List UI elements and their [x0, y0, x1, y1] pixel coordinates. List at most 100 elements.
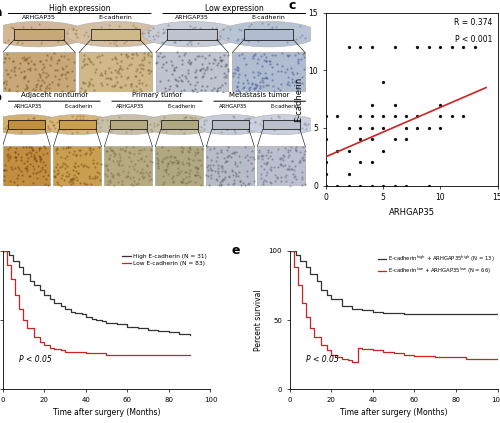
Point: [154, 163, 162, 170]
Point: [205, 52, 213, 59]
Point: [54, 82, 62, 88]
Point: [126, 121, 134, 128]
Point: [165, 26, 173, 33]
Point: [105, 64, 113, 71]
Point: [234, 83, 241, 90]
Point: [111, 54, 119, 60]
Point: [248, 159, 256, 166]
Point: [60, 124, 68, 130]
Point: [232, 170, 240, 177]
Point: [334, 182, 342, 189]
Point: [32, 149, 40, 156]
Point: [8, 125, 16, 132]
Point: [81, 181, 89, 187]
Point: [258, 151, 266, 158]
Point: [168, 159, 176, 166]
Point: [162, 165, 170, 172]
Point: [294, 59, 302, 66]
Point: [144, 173, 152, 179]
Point: [86, 145, 94, 152]
Point: [262, 151, 270, 158]
Point: [162, 125, 170, 132]
Point: [41, 32, 49, 39]
Point: [264, 148, 272, 155]
Point: [292, 78, 300, 85]
Point: [282, 121, 290, 128]
Point: [175, 52, 183, 59]
Point: [278, 155, 285, 162]
Point: [64, 55, 72, 62]
Point: [138, 156, 145, 162]
Point: [290, 173, 298, 180]
Point: [224, 66, 232, 73]
Point: [102, 74, 110, 81]
Point: [34, 30, 42, 37]
Point: [249, 69, 257, 75]
Point: [140, 123, 148, 129]
Point: [258, 75, 266, 82]
Point: [368, 124, 376, 131]
Point: [216, 181, 224, 188]
Point: [74, 170, 82, 177]
Point: [260, 176, 268, 183]
Point: [173, 172, 181, 179]
Point: [234, 78, 242, 85]
Point: [21, 122, 29, 129]
Point: [10, 67, 18, 74]
Point: [234, 67, 241, 74]
Point: [118, 118, 126, 125]
Point: [240, 35, 248, 41]
Point: [174, 169, 182, 176]
Point: [186, 148, 194, 155]
Point: [178, 57, 186, 64]
Point: [264, 35, 272, 41]
Point: [93, 159, 101, 166]
Point: [48, 118, 56, 125]
Point: [86, 57, 94, 64]
Point: [192, 52, 200, 59]
Point: [36, 154, 44, 161]
Point: [297, 56, 305, 63]
Point: [96, 80, 104, 86]
Point: [62, 63, 70, 69]
Point: [264, 81, 272, 88]
Point: [38, 66, 46, 73]
Point: [379, 78, 387, 85]
Point: [230, 179, 237, 186]
Point: [53, 119, 61, 126]
Point: [41, 168, 49, 175]
Point: [114, 170, 122, 176]
Point: [182, 180, 190, 187]
Point: [136, 69, 143, 75]
Point: [285, 166, 293, 173]
Point: [390, 136, 398, 143]
Bar: [244, 29, 294, 40]
Point: [278, 162, 285, 168]
Point: [232, 172, 239, 179]
Point: [132, 119, 140, 126]
Point: [71, 164, 79, 171]
Point: [258, 181, 266, 187]
Legend: High E-cadherin (N = 31), Low E-cadherin (N = 83): High E-cadherin (N = 31), Low E-cadherin…: [122, 254, 208, 267]
Point: [70, 159, 78, 166]
Point: [182, 159, 190, 166]
Point: [178, 147, 186, 154]
Point: [227, 154, 235, 161]
Point: [187, 41, 195, 47]
Point: [128, 126, 136, 132]
Point: [69, 180, 77, 187]
Point: [61, 164, 69, 171]
Point: [225, 173, 233, 180]
Point: [38, 165, 46, 172]
Point: [228, 168, 236, 174]
Point: [68, 176, 76, 182]
Point: [178, 148, 186, 155]
Point: [159, 61, 167, 68]
Point: [262, 74, 270, 81]
Point: [96, 72, 104, 79]
Point: [110, 181, 118, 188]
Point: [234, 36, 241, 43]
Point: [4, 36, 12, 43]
Point: [19, 24, 27, 31]
Point: [188, 123, 196, 130]
